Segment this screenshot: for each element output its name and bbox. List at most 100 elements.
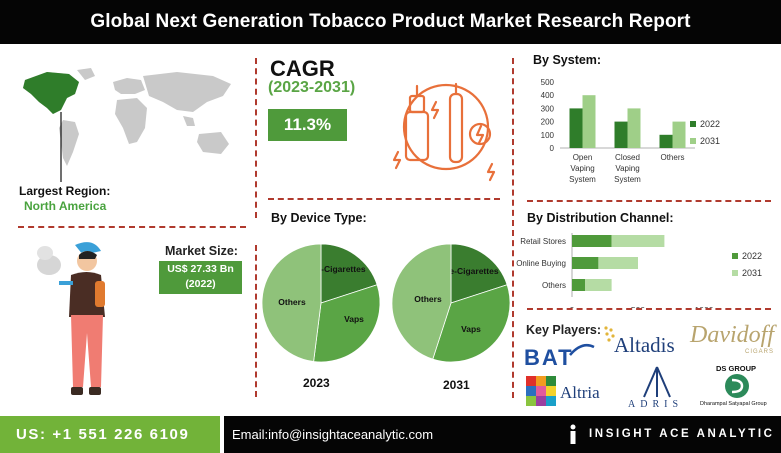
device-type-pie-2023: e-Cigarettes Vaps Others bbox=[261, 243, 381, 363]
system-x-tick-label: Vaping bbox=[570, 164, 594, 173]
market-size-box: US$ 27.33 Bn (2022) bbox=[159, 261, 242, 294]
distribution-bar bbox=[572, 257, 599, 269]
system-bar bbox=[582, 95, 596, 148]
pie-slice bbox=[450, 243, 508, 304]
by-distribution-chart: Retail Stores Online Buying Others 0 500 1000… bbox=[516, 233, 762, 308]
system-y-tick-label: 400 bbox=[541, 91, 555, 100]
system-bar bbox=[627, 108, 641, 148]
pie-slice-label: e-Cigarettes bbox=[449, 266, 498, 276]
footer-email-bar: Email:info@insightaceanalytic.com INSIGH… bbox=[224, 416, 781, 453]
insight-ace-logo-icon bbox=[570, 424, 576, 444]
logo-altria-text: Altria bbox=[560, 383, 600, 402]
divider-horizontal-middle bbox=[268, 198, 500, 200]
pie-slice bbox=[391, 243, 452, 360]
logo-altadis-text: Altadis bbox=[614, 333, 675, 357]
distribution-legend-label: 2022 bbox=[742, 251, 762, 261]
key-players-title: Key Players: bbox=[526, 323, 602, 337]
system-x-tick-label: Closed bbox=[615, 153, 640, 162]
logo-altadis: Altadis bbox=[602, 324, 682, 358]
system-bar bbox=[659, 134, 673, 148]
north-america-highlight bbox=[23, 72, 79, 114]
distribution-legend-label: 2031 bbox=[742, 268, 762, 278]
divider-horizontal-right-1 bbox=[527, 200, 771, 202]
vape-devices-icon bbox=[392, 82, 496, 182]
distribution-y-tick-label: Retail Stores bbox=[520, 237, 566, 246]
pie-slice bbox=[313, 284, 381, 363]
logo-davidoff: Davidoff CIGARS bbox=[690, 322, 776, 358]
logo-bat-text: BAT bbox=[524, 345, 574, 370]
cagr-value-box: 11.3% bbox=[268, 109, 347, 141]
system-y-tick-label: 100 bbox=[541, 131, 555, 140]
system-legend-label: 2022 bbox=[700, 119, 720, 129]
by-system-title: By System: bbox=[533, 53, 602, 67]
distribution-x-tick-label: 0 bbox=[570, 305, 575, 308]
footer-email[interactable]: Email:info@insightaceanalytic.com bbox=[232, 427, 434, 442]
logo-ds-group-text: DS GROUP bbox=[716, 364, 757, 373]
by-system-chart: 0 100 200 300 400 500 Open Vaping System Closed Va… bbox=[541, 78, 720, 184]
footer-brand: INSIGHT ACE ANALYTIC bbox=[589, 428, 775, 440]
market-size-year: (2022) bbox=[185, 278, 216, 290]
system-y-tick-label: 200 bbox=[541, 118, 555, 127]
pie-slice bbox=[261, 243, 322, 362]
logo-bat: BAT bbox=[524, 344, 596, 370]
logo-adris-text: ADRIS bbox=[628, 399, 684, 410]
distribution-legend-swatch bbox=[732, 253, 738, 259]
system-x-tick-label: System bbox=[614, 175, 641, 184]
adris-a-icon bbox=[643, 366, 671, 398]
pie-year-2031: 2031 bbox=[443, 378, 470, 392]
by-device-type-title: By Device Type: bbox=[271, 211, 367, 225]
distribution-legend-swatch bbox=[732, 270, 738, 276]
divider-vertical-left-bottom bbox=[255, 245, 257, 397]
altria-mosaic-icon bbox=[526, 376, 556, 406]
cagr-title: CAGR bbox=[270, 56, 335, 81]
footer-phone[interactable]: US: +1 551 226 6109 bbox=[16, 426, 190, 443]
bat-swoosh-icon bbox=[569, 344, 595, 356]
pie-slice-label: e-Cigarettes bbox=[316, 264, 365, 274]
distribution-x-tick-label: 500 bbox=[631, 305, 645, 308]
largest-region-label: Largest Region: bbox=[19, 184, 111, 198]
system-y-tick-label: 500 bbox=[541, 78, 555, 87]
system-bar bbox=[672, 121, 686, 148]
system-y-tick-label: 0 bbox=[550, 144, 555, 153]
altadis-star-icon bbox=[604, 326, 615, 342]
system-x-tick-label: Vaping bbox=[615, 164, 639, 173]
pie-slice-label: Others bbox=[278, 297, 306, 307]
system-legend-swatch bbox=[690, 138, 696, 144]
logo-adris: ADRIS bbox=[626, 366, 690, 412]
system-x-tick-label: Others bbox=[660, 153, 684, 162]
page-title: Global Next Generation Tobacco Product M… bbox=[90, 11, 691, 32]
divider-horizontal-right-2 bbox=[527, 308, 771, 310]
distribution-bar bbox=[572, 235, 612, 247]
ds-group-emblem-icon bbox=[725, 374, 749, 398]
system-y-tick-label: 300 bbox=[541, 104, 555, 113]
world-map-icon bbox=[23, 68, 231, 182]
logo-davidoff-text: Davidoff bbox=[690, 322, 774, 348]
logo-ds-group-subtitle: Dharampal Satyapal Group bbox=[700, 401, 767, 407]
pie-slice-label: Vaps bbox=[344, 314, 364, 324]
footer-phone-bar: US: +1 551 226 6109 bbox=[0, 416, 220, 453]
distribution-y-tick-label: Others bbox=[542, 281, 566, 290]
distribution-bar bbox=[585, 279, 612, 291]
system-legend-label: 2031 bbox=[700, 136, 720, 146]
by-distribution-title: By Distribution Channel: bbox=[527, 211, 674, 225]
system-bar bbox=[569, 108, 583, 148]
distribution-x-tick-label: 1000 bbox=[695, 305, 714, 308]
pie-slice-label: Others bbox=[414, 294, 442, 304]
divider-vertical-left-top bbox=[255, 58, 257, 218]
vaping-person-icon bbox=[37, 242, 105, 395]
system-x-tick-label: Open bbox=[573, 153, 593, 162]
pie-slice bbox=[320, 243, 378, 304]
distribution-bar bbox=[572, 279, 586, 291]
title-bar: Global Next Generation Tobacco Product M… bbox=[0, 0, 781, 44]
market-size-value: US$ 27.33 Bn bbox=[167, 263, 234, 275]
pie-slice bbox=[432, 284, 511, 363]
logo-ds-group: DS GROUP Dharampal Satyapal Group bbox=[700, 364, 778, 412]
largest-region-value: North America bbox=[24, 199, 107, 213]
system-legend-swatch bbox=[690, 121, 696, 127]
device-type-pie-2031: e-Cigarettes Vaps Others bbox=[391, 243, 511, 363]
divider-horizontal-left bbox=[18, 226, 246, 228]
market-size-label: Market Size: bbox=[165, 244, 238, 258]
distribution-bar bbox=[611, 235, 665, 247]
distribution-y-tick-label: Online Buying bbox=[516, 259, 566, 268]
system-x-tick-label: System bbox=[569, 175, 596, 184]
